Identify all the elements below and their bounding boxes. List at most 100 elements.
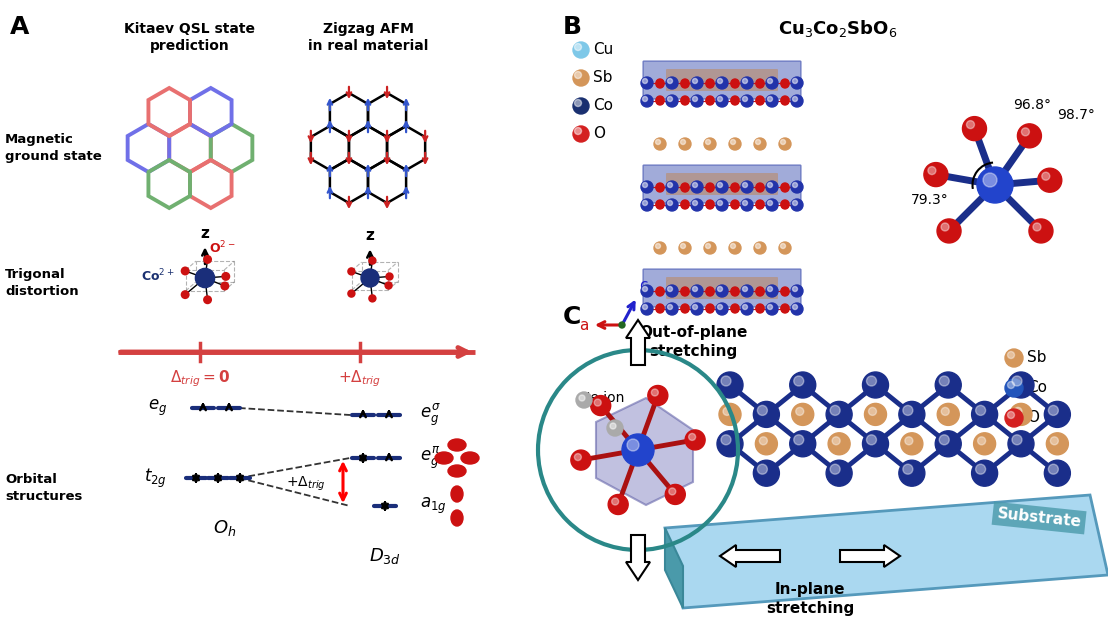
Circle shape: [706, 287, 714, 295]
Circle shape: [766, 199, 778, 211]
Circle shape: [731, 184, 739, 192]
Circle shape: [706, 200, 714, 208]
Text: Co: Co: [593, 98, 613, 114]
Circle shape: [681, 200, 689, 208]
Circle shape: [347, 289, 356, 298]
Circle shape: [731, 201, 739, 209]
Circle shape: [691, 77, 702, 89]
Circle shape: [792, 305, 798, 310]
Circle shape: [830, 405, 840, 415]
Circle shape: [384, 281, 393, 290]
Circle shape: [976, 464, 986, 474]
Circle shape: [361, 269, 379, 287]
Circle shape: [756, 79, 765, 87]
Text: 79.3°: 79.3°: [911, 193, 948, 207]
FancyBboxPatch shape: [666, 173, 778, 195]
Circle shape: [667, 200, 673, 206]
Circle shape: [669, 488, 676, 495]
Text: B: B: [563, 15, 582, 39]
Circle shape: [643, 182, 647, 187]
Circle shape: [756, 288, 765, 296]
Circle shape: [905, 437, 913, 445]
Circle shape: [1029, 219, 1053, 243]
Text: $a_{1g}$: $a_{1g}$: [420, 496, 447, 516]
Circle shape: [222, 272, 230, 281]
Circle shape: [935, 372, 962, 398]
Circle shape: [793, 435, 803, 445]
Circle shape: [1008, 431, 1034, 457]
Circle shape: [611, 423, 616, 429]
Circle shape: [691, 285, 702, 297]
Circle shape: [706, 183, 714, 191]
Circle shape: [681, 96, 689, 104]
Circle shape: [574, 454, 582, 460]
Circle shape: [866, 435, 876, 445]
Text: a: a: [578, 318, 588, 332]
Circle shape: [741, 303, 753, 315]
Circle shape: [716, 285, 728, 297]
Circle shape: [704, 242, 716, 254]
Circle shape: [768, 78, 772, 83]
Circle shape: [781, 97, 789, 105]
Circle shape: [706, 184, 714, 192]
Circle shape: [1010, 404, 1032, 425]
Circle shape: [706, 80, 714, 88]
Text: $+\Delta_{trig}$: $+\Delta_{trig}$: [286, 475, 326, 493]
Circle shape: [793, 376, 803, 386]
Ellipse shape: [451, 510, 463, 526]
Circle shape: [1045, 402, 1070, 428]
Circle shape: [656, 200, 664, 208]
Circle shape: [828, 433, 850, 455]
Circle shape: [756, 243, 760, 248]
Circle shape: [792, 287, 798, 292]
Text: Sb: Sb: [1027, 350, 1046, 365]
Circle shape: [972, 460, 997, 486]
Polygon shape: [596, 398, 692, 505]
Circle shape: [781, 201, 789, 209]
Circle shape: [779, 138, 791, 150]
Circle shape: [972, 402, 997, 428]
Circle shape: [866, 376, 876, 386]
Circle shape: [681, 79, 689, 87]
Circle shape: [827, 460, 852, 486]
Circle shape: [691, 199, 702, 211]
FancyBboxPatch shape: [643, 269, 801, 307]
Text: 96.8°: 96.8°: [1013, 98, 1051, 112]
Circle shape: [679, 242, 691, 254]
Circle shape: [781, 288, 789, 296]
Circle shape: [780, 243, 786, 248]
Circle shape: [656, 96, 664, 104]
Circle shape: [768, 305, 772, 310]
Circle shape: [681, 80, 689, 88]
Circle shape: [937, 404, 960, 425]
Ellipse shape: [461, 452, 479, 464]
Circle shape: [791, 285, 803, 297]
Circle shape: [692, 287, 698, 292]
Circle shape: [796, 407, 803, 415]
Ellipse shape: [435, 452, 453, 464]
Circle shape: [756, 305, 765, 313]
Circle shape: [756, 201, 765, 209]
FancyArrow shape: [720, 545, 780, 567]
Circle shape: [729, 138, 741, 150]
Circle shape: [706, 97, 714, 105]
Circle shape: [901, 433, 923, 455]
Circle shape: [643, 96, 647, 101]
FancyArrow shape: [840, 545, 900, 567]
Circle shape: [706, 140, 710, 145]
Circle shape: [656, 243, 660, 248]
Circle shape: [830, 464, 840, 474]
Circle shape: [666, 199, 678, 211]
Circle shape: [731, 304, 739, 312]
Text: $\Delta_{trig}=\mathbf{0}$: $\Delta_{trig}=\mathbf{0}$: [170, 368, 230, 389]
Circle shape: [1012, 376, 1022, 386]
Circle shape: [1014, 407, 1022, 415]
Circle shape: [731, 96, 739, 104]
Circle shape: [869, 407, 876, 415]
Circle shape: [667, 305, 673, 310]
Circle shape: [1005, 349, 1023, 367]
Circle shape: [718, 305, 722, 310]
Circle shape: [758, 464, 768, 474]
Circle shape: [741, 77, 753, 89]
Circle shape: [667, 78, 673, 83]
